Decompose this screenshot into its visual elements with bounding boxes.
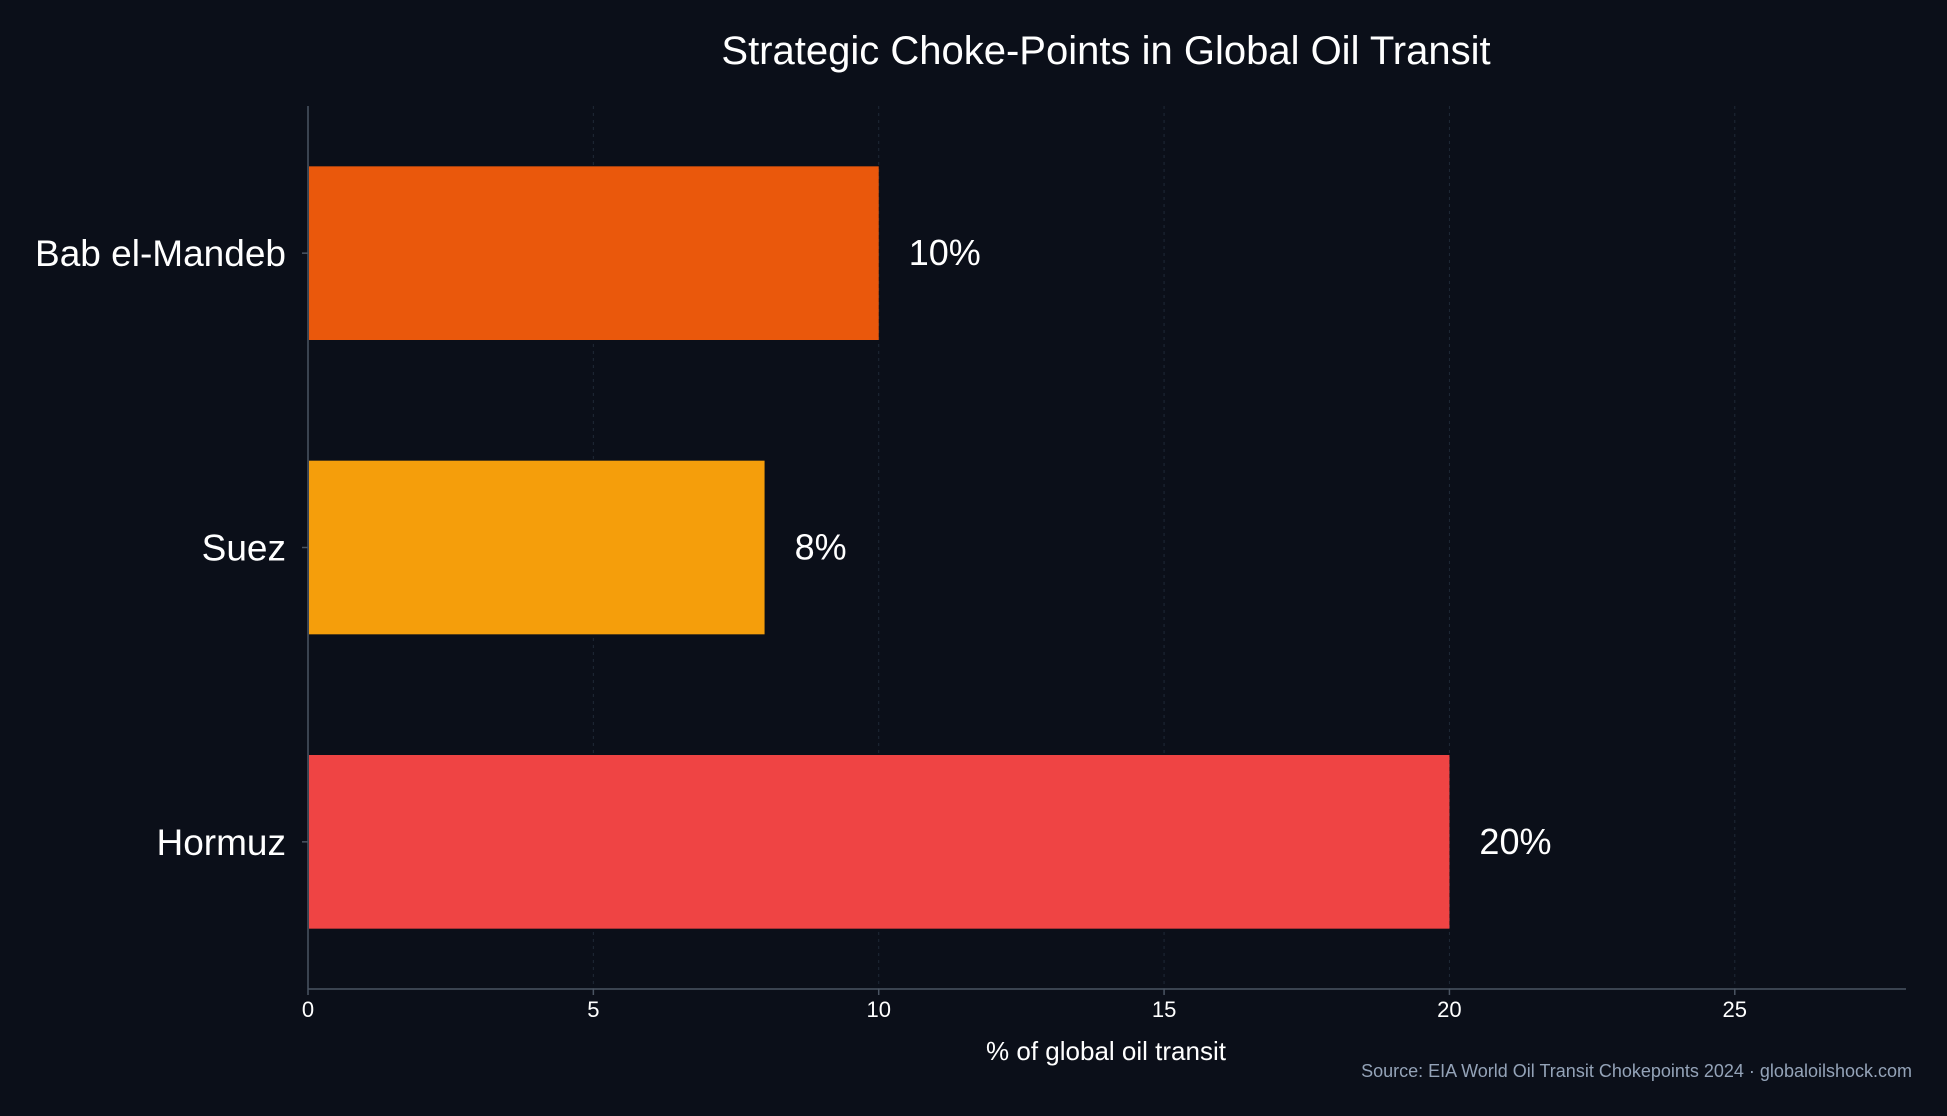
bar-suez bbox=[309, 460, 765, 635]
x-tick-label: 0 bbox=[302, 997, 314, 1022]
chart-title: Strategic Choke-Points in Global Oil Tra… bbox=[721, 29, 1490, 73]
x-tick-label: 25 bbox=[1723, 997, 1747, 1022]
data-label: 10% bbox=[909, 232, 981, 273]
source-note: Source: EIA World Oil Transit Chokepoint… bbox=[1361, 1061, 1912, 1081]
y-tick-label: Hormuz bbox=[156, 822, 286, 863]
x-tick-label: 10 bbox=[866, 997, 890, 1022]
x-axis-label: % of global oil transit bbox=[986, 1036, 1227, 1066]
bar-bab-el-mandeb bbox=[309, 166, 879, 340]
y-tick-label: Bab el-Mandeb bbox=[35, 233, 286, 274]
data-label: 20% bbox=[1479, 821, 1551, 862]
x-tick-label: 15 bbox=[1152, 997, 1176, 1022]
labels: Bab el-Mandeb 10% Suez 8% Hormuz 20% 0 5 10 15 20 2… bbox=[35, 232, 1747, 1022]
bar-hormuz bbox=[309, 755, 1450, 929]
bars bbox=[309, 166, 1450, 929]
axes bbox=[302, 106, 1906, 995]
y-tick-label: Suez bbox=[202, 528, 286, 569]
data-label: 8% bbox=[795, 527, 847, 568]
x-tick-label: 20 bbox=[1437, 997, 1461, 1022]
x-tick-label: 5 bbox=[587, 997, 599, 1022]
